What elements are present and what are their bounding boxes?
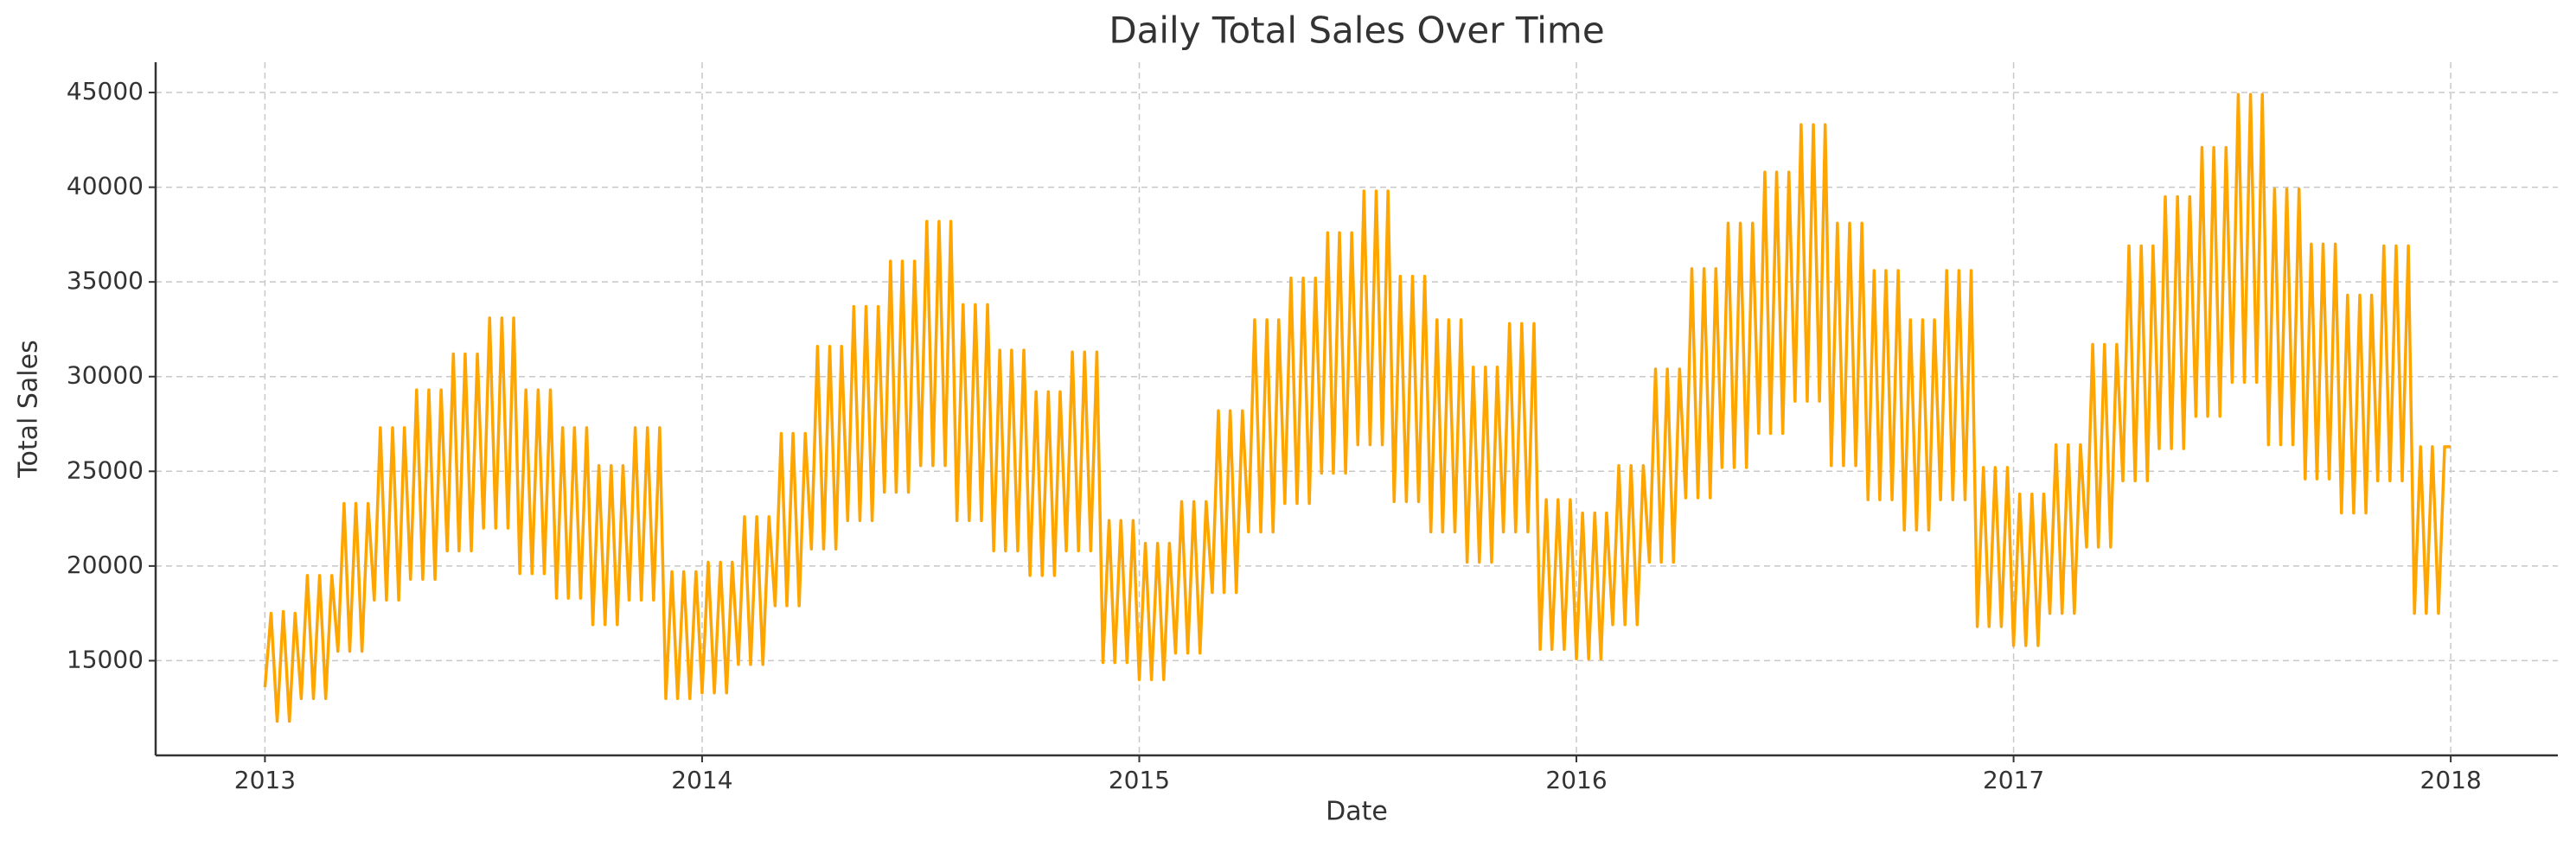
x-tick-label: 2016 [1545,766,1607,794]
y-tick-label: 40000 [67,172,144,201]
y-tick-label: 15000 [67,645,144,673]
y-tick-label: 30000 [67,361,144,390]
y-tick-label: 20000 [67,551,144,579]
x-axis-label: Date [1326,797,1388,827]
chart-title: Daily Total Sales Over Time [1109,10,1604,52]
y-axis-label: Total Sales [14,340,44,478]
y-tick-label: 35000 [67,266,144,295]
x-tick-label: 2015 [1109,766,1170,794]
y-tick-label: 25000 [67,455,144,484]
y-tick-label: 45000 [67,77,144,105]
x-tick-label: 2018 [2420,766,2482,794]
x-tick-label: 2014 [671,766,732,794]
x-tick-label: 2013 [234,766,296,794]
data-line [263,92,2451,723]
x-tick-label: 2017 [1983,766,2044,794]
